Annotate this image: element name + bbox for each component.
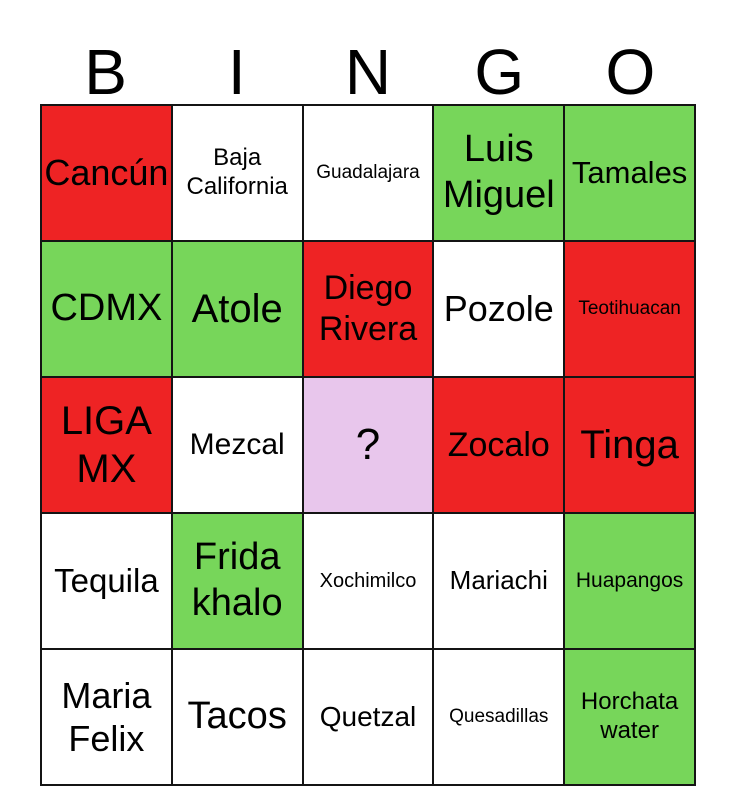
bingo-cell[interactable]: Baja California bbox=[170, 104, 304, 242]
bingo-cell[interactable]: Frida khalo bbox=[170, 512, 304, 650]
title-letter-b: B bbox=[84, 36, 127, 108]
bingo-cell[interactable]: Diego Rivera bbox=[301, 240, 435, 378]
title-letter-o: O bbox=[605, 36, 656, 108]
bingo-cell[interactable]: Horchata water bbox=[563, 648, 696, 786]
bingo-cell[interactable]: Zocalo bbox=[432, 376, 566, 514]
bingo-cell[interactable]: LIGA MX bbox=[40, 376, 173, 514]
title-letter-i: I bbox=[227, 36, 246, 108]
bingo-cell[interactable]: CDMX bbox=[40, 240, 173, 378]
bingo-cell[interactable]: Xochimilco bbox=[301, 512, 435, 650]
bingo-cell[interactable]: Teotihuacan bbox=[563, 240, 696, 378]
bingo-cell[interactable]: Maria Felix bbox=[40, 648, 173, 786]
bingo-row: CDMX Atole Diego Rivera Pozole Teotihuacan bbox=[40, 240, 696, 378]
bingo-cell[interactable]: Guadalajara bbox=[301, 104, 435, 242]
free-space-cell[interactable]: ? bbox=[301, 376, 435, 514]
bingo-cell[interactable]: Mezcal bbox=[170, 376, 304, 514]
bingo-row: Maria Felix Tacos Quetzal Quesadillas Horcha… bbox=[40, 648, 696, 786]
title-letter-n: N bbox=[344, 36, 392, 108]
bingo-cell[interactable]: Tinga bbox=[563, 376, 696, 514]
bingo-cell[interactable]: Tacos bbox=[170, 648, 304, 786]
bingo-row: Tequila Frida khalo Xochimilco Mariachi Huap… bbox=[40, 512, 696, 650]
bingo-cell[interactable]: Atole bbox=[170, 240, 304, 378]
bingo-row: Cancún Baja California Guadalajara Luis Mig… bbox=[40, 104, 696, 242]
bingo-cell[interactable]: Luis Miguel bbox=[432, 104, 566, 242]
bingo-cell[interactable]: Huapangos bbox=[563, 512, 696, 650]
bingo-cell[interactable]: Quesadillas bbox=[432, 648, 566, 786]
title-letter-g: G bbox=[474, 36, 525, 108]
bingo-row: LIGA MX Mezcal? Zocalo Tinga bbox=[40, 376, 696, 514]
bingo-cell[interactable]: Cancún bbox=[40, 104, 173, 242]
bingo-cell[interactable]: Tequila bbox=[40, 512, 173, 650]
bingo-cell[interactable]: Tamales bbox=[563, 104, 696, 242]
bingo-cell[interactable]: Quetzal bbox=[301, 648, 435, 786]
bingo-cell[interactable]: Mariachi bbox=[432, 512, 566, 650]
bingo-grid: Cancún Baja California Guadalajara Luis Mig… bbox=[40, 104, 696, 786]
bingo-cell[interactable]: Pozole bbox=[432, 240, 566, 378]
